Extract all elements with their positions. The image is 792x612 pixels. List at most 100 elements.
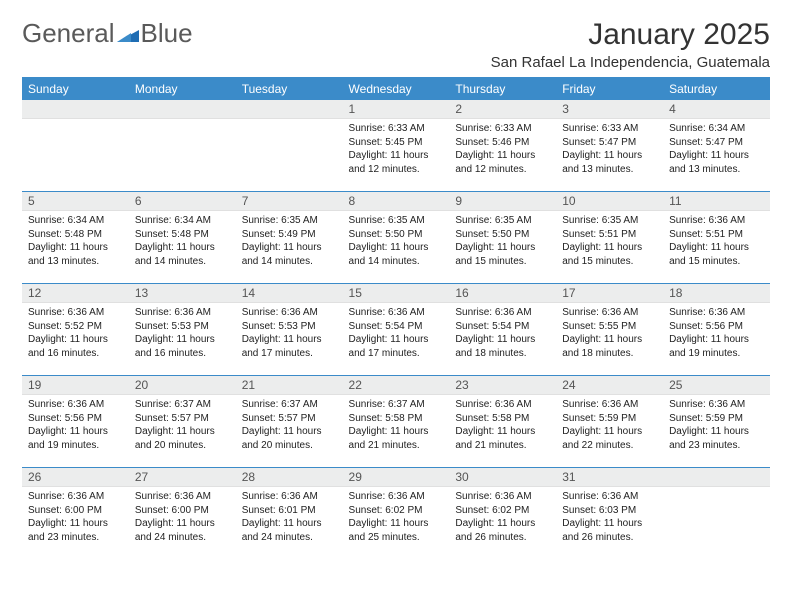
sunrise-label: Sunrise: <box>28 307 65 318</box>
day-cell: 3Sunrise: 6:33 AMSunset: 5:47 PMDaylight… <box>556 100 663 192</box>
day-number: 16 <box>449 284 556 303</box>
day-cell: 4Sunrise: 6:34 AMSunset: 5:47 PMDaylight… <box>663 100 770 192</box>
day-details: Sunrise: 6:34 AMSunset: 5:48 PMDaylight:… <box>129 211 236 271</box>
sunset-value: 5:50 PM <box>492 229 529 240</box>
sunset-label: Sunset: <box>562 229 596 240</box>
daylight-label: Daylight: <box>669 242 708 253</box>
day-number: 27 <box>129 468 236 487</box>
calendar-body: 1Sunrise: 6:33 AMSunset: 5:45 PMDaylight… <box>22 100 770 560</box>
sunrise-value: 6:36 AM <box>495 491 532 502</box>
sunrise-value: 6:33 AM <box>602 123 639 134</box>
day-number: 1 <box>343 100 450 119</box>
sunrise-label: Sunrise: <box>562 215 599 226</box>
day-number: 5 <box>22 192 129 211</box>
sunrise-label: Sunrise: <box>28 399 65 410</box>
daylight-label: Daylight: <box>455 334 494 345</box>
sunset-value: 5:57 PM <box>278 413 315 424</box>
day-details: Sunrise: 6:36 AMSunset: 5:54 PMDaylight:… <box>343 303 450 363</box>
sunrise-label: Sunrise: <box>562 307 599 318</box>
day-cell: 31Sunrise: 6:36 AMSunset: 6:03 PMDayligh… <box>556 468 663 560</box>
day-cell: 28Sunrise: 6:36 AMSunset: 6:01 PMDayligh… <box>236 468 343 560</box>
sunset-label: Sunset: <box>242 229 276 240</box>
sunset-label: Sunset: <box>455 321 489 332</box>
day-number: 20 <box>129 376 236 395</box>
day-number: 4 <box>663 100 770 119</box>
sunset-value: 5:51 PM <box>599 229 636 240</box>
day-cell: 5Sunrise: 6:34 AMSunset: 5:48 PMDaylight… <box>22 192 129 284</box>
sunset-value: 5:58 PM <box>385 413 422 424</box>
day-details: Sunrise: 6:33 AMSunset: 5:45 PMDaylight:… <box>343 119 450 179</box>
daylight-label: Daylight: <box>242 518 281 529</box>
sunrise-label: Sunrise: <box>28 215 65 226</box>
page-header: General Blue January 2025 San Rafael La … <box>22 18 770 71</box>
day-cell: 9Sunrise: 6:35 AMSunset: 5:50 PMDaylight… <box>449 192 556 284</box>
title-block: January 2025 San Rafael La Independencia… <box>491 18 770 71</box>
sunrise-label: Sunrise: <box>242 215 279 226</box>
day-cell: 1Sunrise: 6:33 AMSunset: 5:45 PMDaylight… <box>343 100 450 192</box>
calendar-row: 19Sunrise: 6:36 AMSunset: 5:56 PMDayligh… <box>22 376 770 468</box>
day-cell: 24Sunrise: 6:36 AMSunset: 5:59 PMDayligh… <box>556 376 663 468</box>
sunset-label: Sunset: <box>562 505 596 516</box>
daylight-label: Daylight: <box>349 150 388 161</box>
day-number: 26 <box>22 468 129 487</box>
sunset-value: 5:46 PM <box>492 137 529 148</box>
day-details: Sunrise: 6:36 AMSunset: 6:02 PMDaylight:… <box>343 487 450 547</box>
sunset-label: Sunset: <box>669 413 703 424</box>
sunset-value: 5:58 PM <box>492 413 529 424</box>
sunrise-value: 6:37 AM <box>281 399 318 410</box>
day-number: 23 <box>449 376 556 395</box>
sunrise-value: 6:35 AM <box>602 215 639 226</box>
sunset-value: 6:00 PM <box>65 505 102 516</box>
day-number: 18 <box>663 284 770 303</box>
day-number: 13 <box>129 284 236 303</box>
brand-logo: General Blue <box>22 18 193 49</box>
day-details: Sunrise: 6:35 AMSunset: 5:49 PMDaylight:… <box>236 211 343 271</box>
day-details: Sunrise: 6:36 AMSunset: 5:56 PMDaylight:… <box>22 395 129 455</box>
sunset-value: 5:56 PM <box>706 321 743 332</box>
sunset-label: Sunset: <box>135 229 169 240</box>
sunrise-label: Sunrise: <box>349 399 386 410</box>
sunrise-value: 6:33 AM <box>388 123 425 134</box>
column-header: Wednesday <box>343 78 450 100</box>
daylight-label: Daylight: <box>562 334 601 345</box>
day-cell: 23Sunrise: 6:36 AMSunset: 5:58 PMDayligh… <box>449 376 556 468</box>
sunrise-value: 6:37 AM <box>388 399 425 410</box>
sunrise-value: 6:34 AM <box>709 123 746 134</box>
daylight-label: Daylight: <box>135 334 174 345</box>
sunset-value: 5:48 PM <box>172 229 209 240</box>
sunset-value: 5:53 PM <box>172 321 209 332</box>
sunrise-label: Sunrise: <box>455 307 492 318</box>
sunset-label: Sunset: <box>28 229 62 240</box>
day-details: Sunrise: 6:36 AMSunset: 5:58 PMDaylight:… <box>449 395 556 455</box>
daylight-label: Daylight: <box>349 242 388 253</box>
empty-cell <box>663 468 770 560</box>
calendar-row: 26Sunrise: 6:36 AMSunset: 6:00 PMDayligh… <box>22 468 770 560</box>
sunrise-label: Sunrise: <box>669 399 706 410</box>
daylight-label: Daylight: <box>669 334 708 345</box>
sunrise-value: 6:36 AM <box>709 399 746 410</box>
sunrise-value: 6:37 AM <box>174 399 211 410</box>
daylight-label: Daylight: <box>455 518 494 529</box>
daylight-label: Daylight: <box>669 426 708 437</box>
daylight-label: Daylight: <box>28 426 67 437</box>
day-cell: 8Sunrise: 6:35 AMSunset: 5:50 PMDaylight… <box>343 192 450 284</box>
day-details: Sunrise: 6:36 AMSunset: 6:03 PMDaylight:… <box>556 487 663 547</box>
column-header: Tuesday <box>236 78 343 100</box>
sunrise-value: 6:35 AM <box>388 215 425 226</box>
sunset-value: 5:51 PM <box>706 229 743 240</box>
sunset-label: Sunset: <box>562 321 596 332</box>
day-cell: 11Sunrise: 6:36 AMSunset: 5:51 PMDayligh… <box>663 192 770 284</box>
daylight-label: Daylight: <box>28 334 67 345</box>
sunrise-value: 6:36 AM <box>174 491 211 502</box>
sunset-label: Sunset: <box>242 505 276 516</box>
empty-cell <box>22 100 129 192</box>
day-details: Sunrise: 6:36 AMSunset: 6:00 PMDaylight:… <box>22 487 129 547</box>
day-details: Sunrise: 6:35 AMSunset: 5:50 PMDaylight:… <box>449 211 556 271</box>
sunset-label: Sunset: <box>349 229 383 240</box>
day-details: Sunrise: 6:36 AMSunset: 5:59 PMDaylight:… <box>663 395 770 455</box>
day-cell: 21Sunrise: 6:37 AMSunset: 5:57 PMDayligh… <box>236 376 343 468</box>
calendar-head: SundayMondayTuesdayWednesdayThursdayFrid… <box>22 78 770 100</box>
day-number: 21 <box>236 376 343 395</box>
sunset-value: 6:01 PM <box>278 505 315 516</box>
empty-cell <box>129 100 236 192</box>
